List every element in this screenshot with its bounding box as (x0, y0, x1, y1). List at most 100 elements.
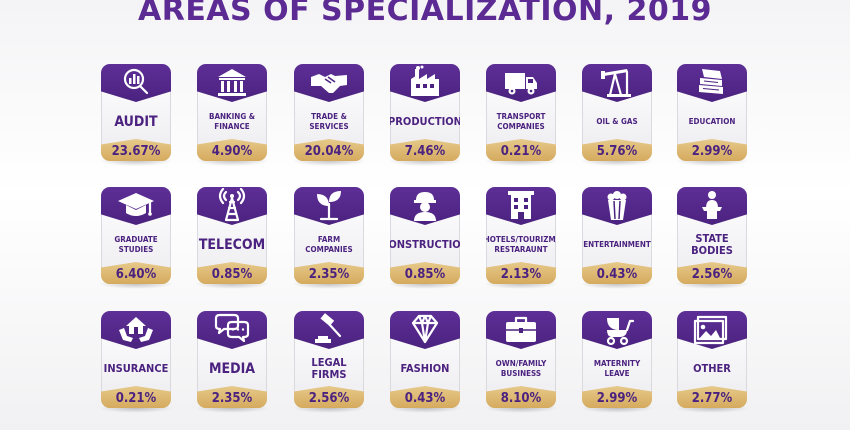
briefcase-icon (501, 312, 541, 346)
card-shadow (292, 156, 366, 166)
specialization-card: FARM COMPANIES 2.35% (292, 187, 366, 289)
category-label: PRODUCTION (390, 115, 460, 128)
percentage-value: 2.56% (294, 386, 364, 408)
category-label: CONSTRUCTION (390, 238, 460, 251)
card-body: PRODUCTION 7.46% (390, 64, 460, 161)
percentage-value: 0.21% (486, 139, 556, 161)
specialization-card: ENTERTAINMENT 0.43% (580, 187, 654, 289)
oil-pump-icon (597, 65, 637, 99)
factory-icon (405, 65, 445, 99)
card-body: TRADE & SERVICES 20.04% (294, 64, 364, 161)
card-shadow (580, 156, 654, 166)
specialization-card: GRADUATE STUDIES 6.40% (99, 187, 173, 289)
percentage-value: 8.10% (486, 386, 556, 408)
percentage-value: 6.40% (101, 262, 171, 284)
percentage-value: 23.67% (101, 139, 171, 161)
card-shadow (195, 156, 269, 166)
card-body: AUDIT 23.67% (101, 64, 171, 161)
card-body: GRADUATE STUDIES 6.40% (101, 187, 171, 284)
card-shadow (99, 403, 173, 413)
card-shadow (675, 279, 749, 289)
specialization-card: LEGAL FIRMS 2.56% (292, 311, 366, 413)
house-hands-icon (116, 312, 156, 346)
card-shadow (580, 403, 654, 413)
specialization-card: OIL & GAS 5.76% (580, 64, 654, 166)
category-label: ENTERTAINMENT (583, 240, 651, 249)
card-shadow (99, 156, 173, 166)
card-shadow (292, 403, 366, 413)
specialization-card: PRODUCTION 7.46% (388, 64, 462, 166)
percentage-value: 2.77% (677, 386, 747, 408)
card-body: CONSTRUCTION 0.85% (390, 187, 460, 284)
percentage-value: 2.13% (486, 262, 556, 284)
category-label: TELECOM (198, 236, 266, 253)
category-label: OIL & GAS (596, 117, 638, 126)
specialization-card: AUDIT 23.67% (99, 64, 173, 166)
specialization-card: MATERNITY LEAVE 2.99% (580, 311, 654, 413)
card-body: INSURANCE 0.21% (101, 311, 171, 408)
category-label: TRANSPORT COMPANIES (496, 112, 546, 131)
specialization-card: EDUCATION 2.99% (675, 64, 749, 166)
card-body: MATERNITY LEAVE 2.99% (582, 311, 652, 408)
baby-stroller-icon (597, 312, 637, 346)
card-shadow (195, 403, 269, 413)
specialization-card: STATE BODIES 2.56% (675, 187, 749, 289)
specialization-card: TRANSPORT COMPANIES 0.21% (484, 64, 558, 166)
percentage-value: 0.85% (390, 262, 460, 284)
card-body: MEDIA 2.35% (197, 311, 267, 408)
category-label: FARM COMPANIES (305, 235, 353, 254)
percentage-value: 5.76% (582, 139, 652, 161)
specialization-card: TRADE & SERVICES 20.04% (292, 64, 366, 166)
card-shadow (195, 279, 269, 289)
picture-icon (692, 312, 732, 346)
percentage-value: 2.35% (197, 386, 267, 408)
card-body: EDUCATION 2.99% (677, 64, 747, 161)
card-body: LEGAL FIRMS 2.56% (294, 311, 364, 408)
category-label: INSURANCE (103, 362, 169, 375)
percentage-value: 7.46% (390, 139, 460, 161)
category-label: OWN/FAMILY BUSINESS (495, 359, 547, 378)
card-body: STATE BODIES 2.56% (677, 187, 747, 284)
specialization-card: MEDIA 2.35% (195, 311, 269, 413)
popcorn-icon (597, 188, 637, 222)
percentage-value: 2.99% (677, 139, 747, 161)
category-label: GRADUATE STUDIES (114, 235, 158, 254)
card-body: HOTELS/TOURIZM/ RESTARAUNT 2.13% (486, 187, 556, 284)
percentage-value: 20.04% (294, 139, 364, 161)
category-label: AUDIT (114, 113, 158, 130)
category-label: STATE BODIES (691, 232, 733, 257)
percentage-value: 4.90% (197, 139, 267, 161)
analytics-icon (116, 65, 156, 99)
specialization-card: TELECOM 0.85% (195, 187, 269, 289)
card-shadow (388, 279, 462, 289)
percentage-value: 2.99% (582, 386, 652, 408)
card-body: OIL & GAS 5.76% (582, 64, 652, 161)
card-shadow (388, 156, 462, 166)
truck-icon (501, 65, 541, 99)
percentage-value: 0.43% (390, 386, 460, 408)
bank-icon (212, 65, 252, 99)
card-shadow (580, 279, 654, 289)
specialization-card: BANKING & FINANCE 4.90% (195, 64, 269, 166)
specialization-card: FASHION 0.43% (388, 311, 462, 413)
percentage-value: 2.56% (677, 262, 747, 284)
chat-bubbles-icon (212, 312, 252, 346)
percentage-value: 0.85% (197, 262, 267, 284)
builder-icon (405, 188, 445, 222)
specialization-card: CONSTRUCTION 0.85% (388, 187, 462, 289)
gavel-icon (309, 312, 349, 346)
graduation-cap-icon (116, 188, 156, 222)
card-body: TRANSPORT COMPANIES 0.21% (486, 64, 556, 161)
specialization-card: INSURANCE 0.21% (99, 311, 173, 413)
books-icon (692, 65, 732, 99)
category-label: HOTELS/TOURIZM/ RESTARAUNT (486, 235, 556, 254)
hotel-icon (501, 188, 541, 222)
category-label: EDUCATION (688, 117, 736, 126)
card-shadow (675, 156, 749, 166)
percentage-value: 2.35% (294, 262, 364, 284)
category-label: LEGAL FIRMS (311, 356, 347, 381)
card-body: OTHER 2.77% (677, 311, 747, 408)
card-shadow (388, 403, 462, 413)
card-shadow (484, 279, 558, 289)
category-label: FASHION (400, 362, 450, 375)
